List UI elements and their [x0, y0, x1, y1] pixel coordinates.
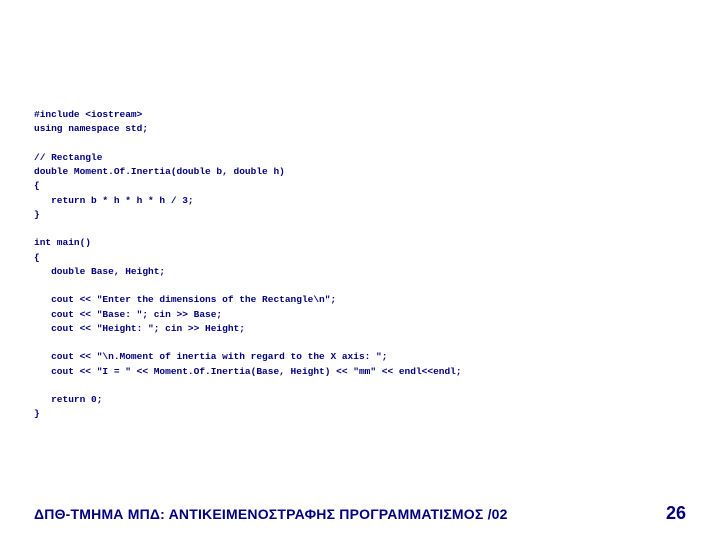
code-lines: #include <iostream> using namespace std;…: [34, 108, 686, 422]
footer-left-text: ΔΠΘ-ΤΜΗΜΑ ΜΠΔ: ΑΝΤΙΚΕΙΜΕΝΟΣΤΡΑΦΗΣ ΠΡΟΓΡΑ…: [34, 506, 508, 522]
code-block: #include <iostream> using namespace std;…: [34, 108, 686, 422]
footer-page-number: 26: [666, 503, 686, 524]
slide-footer: ΔΠΘ-ΤΜΗΜΑ ΜΠΔ: ΑΝΤΙΚΕΙΜΕΝΟΣΤΡΑΦΗΣ ΠΡΟΓΡΑ…: [34, 503, 686, 524]
